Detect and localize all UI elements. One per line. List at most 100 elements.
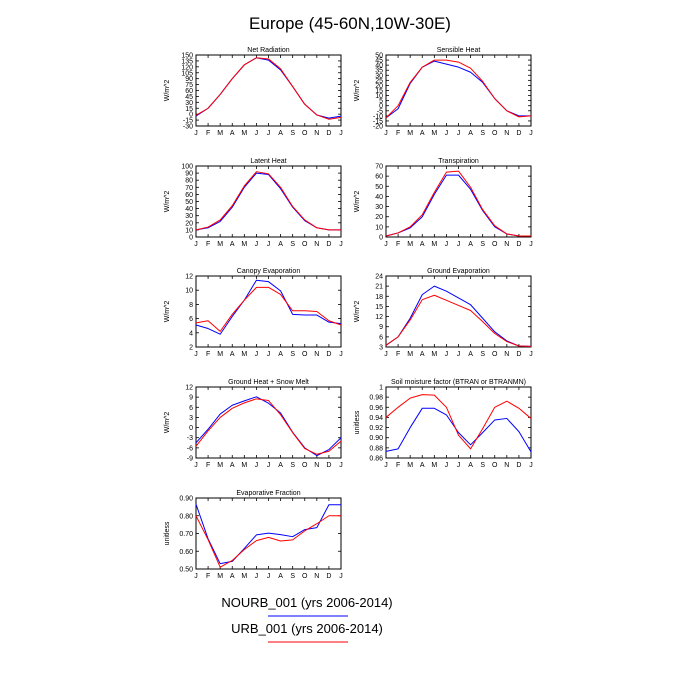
y-axis-label: unitless — [354, 410, 361, 434]
x-tick-label: S — [290, 573, 295, 580]
x-tick-label: M — [217, 241, 223, 248]
x-tick-label: O — [302, 573, 308, 580]
x-tick-label: S — [290, 351, 295, 358]
x-tick-label: D — [516, 462, 521, 469]
y-tick-label: 0.80 — [179, 513, 193, 520]
x-tick-label: N — [314, 241, 319, 248]
y-tick-label: 70 — [185, 185, 193, 192]
y-tick-label: 60 — [185, 88, 193, 95]
y-tick-label: -6 — [187, 445, 193, 452]
x-tick-label: J — [457, 241, 461, 248]
x-tick-label: D — [326, 351, 331, 358]
x-tick-label: M — [241, 130, 247, 137]
y-tick-label: 90 — [185, 171, 193, 178]
y-tick-label: 0.90 — [369, 435, 383, 442]
x-tick-label: A — [420, 241, 425, 248]
x-tick-label: O — [302, 130, 308, 137]
series-line-urb-001 — [385, 170, 531, 237]
series-line-urb-001 — [195, 515, 341, 568]
series-line-nourb-001 — [195, 504, 341, 565]
y-tick-label: -20 — [373, 124, 383, 131]
y-tick-label: 90 — [185, 76, 193, 83]
x-tick-label: J — [255, 462, 259, 469]
y-axis-label: unitless — [164, 521, 171, 545]
x-tick-label: M — [431, 351, 437, 358]
y-tick-label: 0 — [189, 112, 193, 119]
x-tick-label: F — [206, 241, 210, 248]
y-tick-label: 35 — [375, 68, 383, 75]
panel-title: Soil moisture factor (BTRAN or BTRANMN) — [391, 379, 526, 386]
y-tick-label: 40 — [375, 194, 383, 201]
y-tick-label: 10 — [375, 224, 383, 231]
y-tick-label: 0 — [189, 425, 193, 432]
y-tick-label: 21 — [375, 284, 383, 291]
x-tick-label: J — [267, 130, 271, 137]
x-tick-label: J — [339, 130, 343, 137]
y-axis-label: W/m^2 — [354, 301, 361, 323]
y-tick-label: 50 — [375, 184, 383, 191]
x-tick-label: M — [217, 573, 223, 580]
y-tick-label: 45 — [185, 94, 193, 101]
x-tick-label: M — [217, 130, 223, 137]
y-tick-label: 0 — [379, 235, 383, 242]
x-tick-label: J — [384, 351, 388, 358]
y-tick-label: 0 — [379, 103, 383, 110]
y-axis-label: W/m^2 — [354, 191, 361, 213]
series-line-urb-001 — [385, 59, 532, 119]
x-tick-label: J — [255, 130, 259, 137]
y-tick-label: 10 — [185, 227, 193, 234]
x-tick-label: S — [290, 241, 295, 248]
y-tick-label: 15 — [375, 304, 383, 311]
y-tick-label: 30 — [185, 100, 193, 107]
y-tick-label: 80 — [185, 178, 193, 185]
x-tick-label: A — [468, 241, 473, 248]
x-tick-label: J — [384, 462, 388, 469]
x-tick-label: D — [516, 241, 521, 248]
x-tick-label: O — [302, 351, 308, 358]
series-line-urb-001 — [195, 398, 342, 455]
y-tick-label: 20 — [185, 220, 193, 227]
y-axis-label: W/m^2 — [164, 191, 171, 213]
x-tick-label: N — [314, 462, 319, 469]
x-tick-label: M — [241, 241, 247, 248]
x-tick-label: J — [194, 462, 198, 469]
y-axis-label: W/m^2 — [164, 80, 171, 102]
x-tick-label: A — [420, 130, 425, 137]
y-tick-label: 0.50 — [179, 567, 193, 574]
x-tick-label: M — [241, 573, 247, 580]
y-tick-label: 6 — [189, 405, 193, 412]
panel-title: Ground Evaporation — [427, 268, 490, 275]
x-tick-label: F — [206, 130, 210, 137]
y-tick-label: 0 — [189, 235, 193, 242]
x-tick-label: N — [504, 130, 509, 137]
x-tick-label: O — [492, 130, 498, 137]
x-tick-label: D — [516, 130, 521, 137]
x-tick-label: F — [206, 351, 210, 358]
x-tick-label: J — [529, 351, 533, 358]
x-tick-label: J — [445, 130, 449, 137]
y-tick-label: 1 — [379, 385, 383, 392]
x-tick-label: J — [384, 130, 388, 137]
x-tick-label: S — [480, 462, 485, 469]
series-line-nourb-001 — [195, 279, 342, 335]
x-tick-label: J — [457, 351, 461, 358]
x-tick-label: N — [504, 241, 509, 248]
x-tick-label: J — [457, 462, 461, 469]
x-tick-label: A — [278, 462, 283, 469]
x-tick-label: N — [314, 351, 319, 358]
y-tick-label: 2 — [189, 345, 193, 352]
x-tick-label: S — [290, 462, 295, 469]
y-tick-label: 8 — [189, 302, 193, 309]
y-tick-label: 10 — [185, 288, 193, 295]
x-tick-label: J — [384, 241, 388, 248]
y-tick-label: 30 — [375, 204, 383, 211]
panel-title: Ground Heat + Snow Melt — [228, 379, 309, 386]
x-tick-label: F — [396, 351, 400, 358]
x-tick-label: N — [504, 351, 509, 358]
x-tick-label: J — [255, 573, 259, 580]
y-axis-label: W/m^2 — [354, 80, 361, 102]
series-line-urb-001 — [195, 171, 341, 231]
x-tick-label: M — [407, 241, 413, 248]
x-tick-label: S — [290, 130, 295, 137]
